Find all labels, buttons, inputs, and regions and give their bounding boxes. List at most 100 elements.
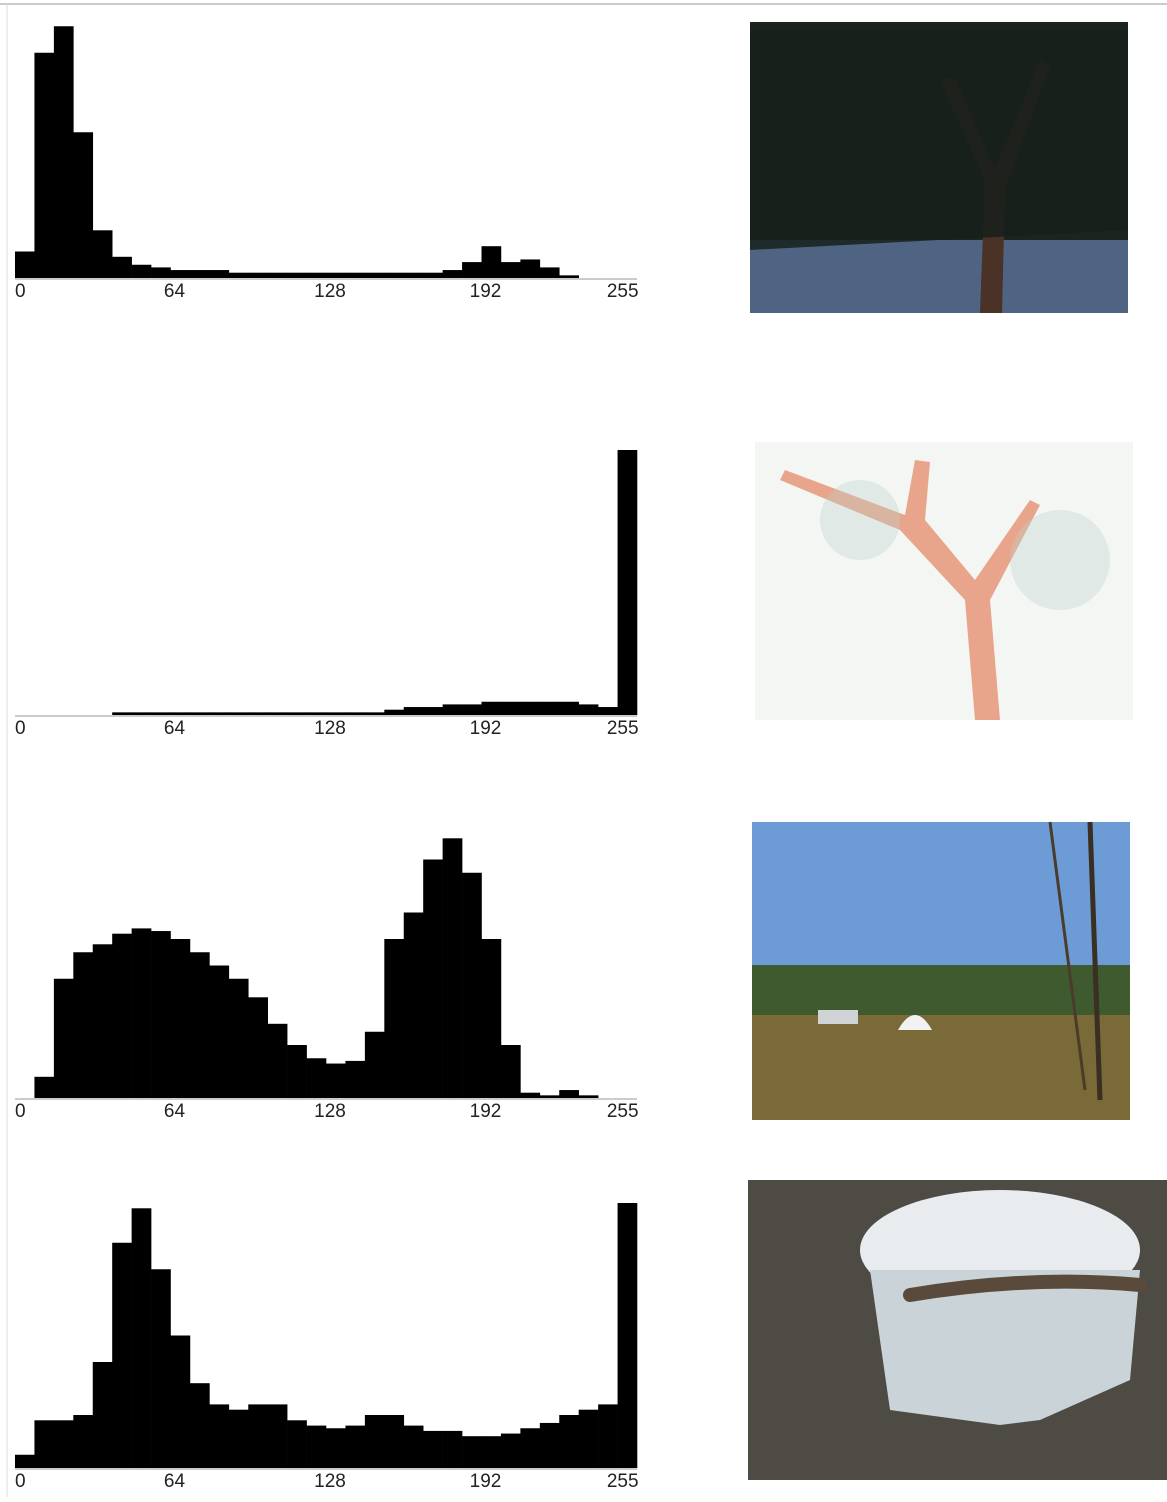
histogram-bar — [287, 1420, 307, 1468]
x-tick-label: 128 — [314, 1471, 346, 1492]
histogram-bar — [501, 702, 521, 715]
histogram-bar — [132, 265, 152, 278]
histogram-bar — [462, 873, 482, 1098]
histogram-bar — [520, 259, 540, 278]
histogram-bar — [598, 1404, 618, 1468]
histogram-bar — [345, 273, 365, 278]
histogram-bar — [482, 702, 502, 715]
x-tick-label: 0 — [15, 1101, 26, 1122]
histogram-bar — [423, 707, 443, 715]
histogram-bar — [209, 712, 229, 715]
histogram-bar — [190, 1383, 210, 1468]
histogram-bar — [501, 1045, 521, 1098]
histogram-bar — [365, 1032, 385, 1098]
histogram-bar — [93, 230, 113, 278]
x-tick-label: 128 — [314, 718, 346, 739]
histogram-bar — [209, 270, 229, 278]
histogram-bar — [229, 1410, 249, 1468]
histogram-bar — [618, 1203, 638, 1468]
histogram-bar — [190, 952, 210, 1098]
histogram-bar — [229, 273, 249, 278]
histogram-bar — [307, 273, 327, 278]
histogram-bar — [559, 275, 579, 278]
histogram-bar — [132, 928, 152, 1098]
histogram-bar — [112, 712, 132, 715]
histogram-bar — [54, 26, 74, 278]
histogram-bar — [579, 704, 599, 715]
histogram-bar — [462, 1436, 482, 1468]
histogram-bar — [34, 1420, 54, 1468]
histogram-bar — [443, 704, 463, 715]
histogram-bar — [34, 53, 54, 278]
histogram-bar — [404, 707, 424, 715]
histogram-bar — [54, 979, 74, 1098]
x-tick-label: 128 — [314, 281, 346, 302]
histogram-bar — [404, 1426, 424, 1468]
x-tick-label: 64 — [164, 1101, 186, 1122]
x-tick-label: 0 — [15, 718, 26, 739]
histogram-bar — [501, 1434, 521, 1468]
histogram-bar — [404, 913, 424, 1099]
histogram-bar — [112, 934, 132, 1098]
page: 0641281922550641281922550641281922550641… — [0, 0, 1167, 1497]
histogram-bar — [268, 712, 288, 715]
histogram-bar — [384, 273, 404, 278]
histogram-bar — [384, 939, 404, 1098]
histogram-bar — [248, 273, 268, 278]
histogram-bar — [73, 952, 93, 1098]
histogram-bar — [15, 1455, 35, 1468]
x-tick-label: 255 — [607, 1471, 639, 1492]
histogram-bar — [307, 712, 327, 715]
histogram-bar — [268, 273, 288, 278]
histogram-bar — [171, 270, 191, 278]
histogram-bar — [151, 267, 171, 278]
histogram-bar — [93, 944, 113, 1098]
histogram-bar — [190, 712, 210, 715]
x-tick-label: 64 — [164, 718, 186, 739]
photo-bright-tree — [755, 442, 1133, 720]
histogram-bar — [73, 132, 93, 278]
histogram-bar — [171, 1336, 191, 1469]
histogram-bar — [482, 1436, 502, 1468]
histogram-bar — [15, 252, 35, 279]
x-tick-label: 192 — [470, 281, 502, 302]
photo-landscape — [752, 822, 1130, 1120]
histogram-bar — [520, 1093, 540, 1098]
histogram-bar — [482, 939, 502, 1098]
histogram-bar — [540, 702, 560, 715]
histogram-bar — [501, 262, 521, 278]
x-tick-label: 64 — [164, 281, 186, 302]
histogram-bar — [307, 1058, 327, 1098]
x-tick-label: 192 — [470, 718, 502, 739]
histogram-bar — [443, 270, 463, 278]
histogram-bar — [598, 707, 618, 715]
histogram-bar — [326, 1064, 346, 1098]
histogram-bar — [132, 712, 152, 715]
histogram-bar — [287, 712, 307, 715]
histogram-bar — [151, 1269, 171, 1468]
histogram-bar — [248, 712, 268, 715]
photo-dark-tree — [750, 22, 1128, 313]
histogram-bar — [248, 1404, 268, 1468]
histogram-bar — [462, 262, 482, 278]
histogram-bar — [34, 1077, 54, 1098]
histogram-bar — [229, 979, 249, 1098]
histogram-bar — [229, 712, 249, 715]
histogram-bar — [73, 1415, 93, 1468]
histogram-bar — [579, 1410, 599, 1468]
histogram-bar — [462, 704, 482, 715]
x-tick-label: 0 — [15, 1471, 26, 1492]
histogram-bar — [423, 860, 443, 1099]
histogram-bar — [93, 1362, 113, 1468]
histogram-bar — [54, 1420, 74, 1468]
histogram-bar — [559, 1090, 579, 1098]
histogram-bar — [151, 931, 171, 1098]
histogram-bar — [248, 997, 268, 1098]
histogram-bar — [540, 1095, 560, 1098]
histogram-bar — [365, 273, 385, 278]
x-tick-label: 255 — [607, 718, 639, 739]
histogram-bar — [326, 273, 346, 278]
histogram-bar — [520, 702, 540, 715]
histogram-bar — [345, 712, 365, 715]
histogram-bar — [287, 273, 307, 278]
